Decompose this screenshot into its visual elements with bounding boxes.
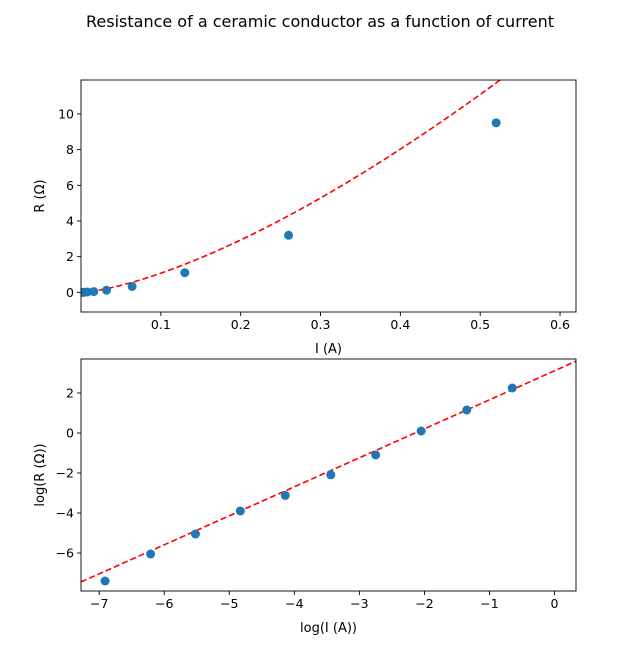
plot-area <box>81 360 576 586</box>
y-tick-label: 10 <box>58 106 74 121</box>
data-point <box>146 549 156 559</box>
x-tick-label: −2 <box>415 596 433 611</box>
y-tick-label: −4 <box>56 506 74 521</box>
data-point <box>280 490 290 500</box>
data-point <box>235 506 245 516</box>
x-axis-label: log(I (A)) <box>300 621 357 636</box>
resistance-vs-current-plot: 0.1 0.2 0.3 0.4 0.5 0.6 0 2 4 6 8 10 I (A) R (Ω) <box>33 79 577 357</box>
x-tick-label: 0.3 <box>311 317 331 332</box>
data-point <box>190 529 200 539</box>
x-tick-label: 0.2 <box>231 317 251 332</box>
log-log-plot: −7 −6 −5 −4 −3 −2 −1 0 −6 −4 −2 0 2 log(I (A)) log(R (… <box>33 358 577 636</box>
data-point <box>180 268 190 278</box>
axes-frame <box>80 358 577 592</box>
data-point <box>462 405 472 415</box>
x-tick-label: 0.6 <box>550 317 570 332</box>
x-tick-label: 0.5 <box>470 317 490 332</box>
y-tick-label: −6 <box>56 546 74 561</box>
data-point <box>100 576 110 586</box>
y-tick-label: 8 <box>66 142 74 157</box>
figure-title: Resistance of a ceramic conductor as a f… <box>86 12 554 31</box>
data-point <box>127 281 137 291</box>
plot-area <box>81 80 502 297</box>
data-point <box>326 470 336 480</box>
data-point <box>491 118 501 128</box>
x-tick-label: 0.4 <box>390 317 410 332</box>
y-tick-label: 2 <box>66 386 74 401</box>
x-tick-label: −3 <box>350 596 368 611</box>
y-tick-label: −2 <box>56 466 74 481</box>
data-point <box>371 450 381 460</box>
x-tick-label: −1 <box>480 596 498 611</box>
data-point <box>284 230 294 240</box>
x-axis-label: I (A) <box>315 342 342 357</box>
x-tick-label: −6 <box>155 596 173 611</box>
x-tick-label: −7 <box>90 596 108 611</box>
data-point <box>82 287 92 297</box>
y-tick-label: 4 <box>66 213 74 228</box>
y-tick-label: 6 <box>66 178 74 193</box>
y-tick-label: 2 <box>66 249 74 264</box>
x-tick-label: 0 <box>551 596 559 611</box>
axes-frame <box>80 79 577 313</box>
fit-line <box>81 80 502 294</box>
data-point <box>89 287 99 297</box>
x-tick-label: −5 <box>220 596 238 611</box>
data-point <box>416 426 426 436</box>
y-axis-label: log(R (Ω)) <box>33 443 48 506</box>
y-axis-label: R (Ω) <box>33 179 48 212</box>
x-tick-label: 0.1 <box>151 317 171 332</box>
data-point <box>507 383 517 393</box>
y-tick-label: 0 <box>66 285 74 300</box>
x-tick-label: −4 <box>285 596 303 611</box>
y-tick-label: 0 <box>66 426 74 441</box>
data-point <box>102 285 112 295</box>
